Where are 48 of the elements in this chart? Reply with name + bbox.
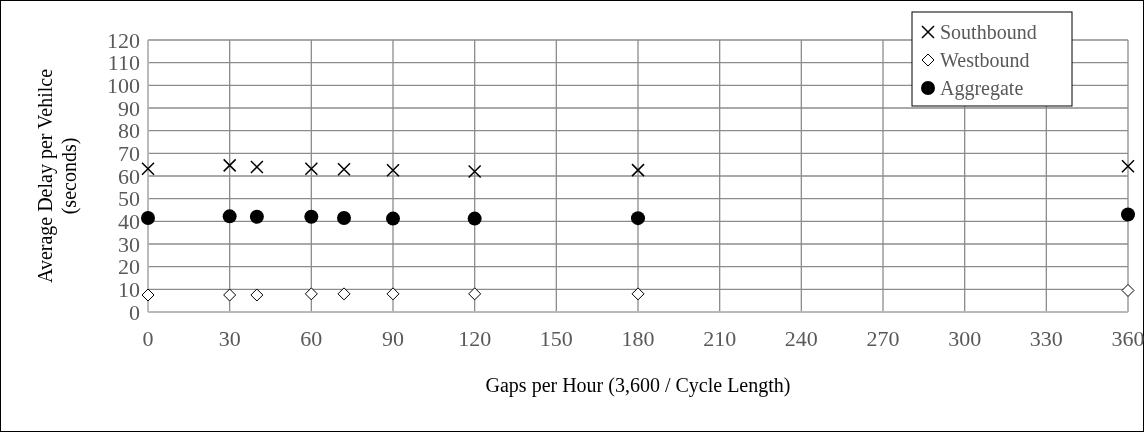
point [631, 287, 645, 301]
point [141, 210, 155, 225]
point [467, 211, 482, 226]
x-tick-label: 120 [458, 326, 492, 351]
x-tick-label: 180 [621, 326, 655, 351]
point [631, 211, 645, 226]
point [1121, 283, 1135, 297]
x-tick-label: 240 [784, 326, 818, 351]
point [1121, 207, 1135, 222]
point [304, 162, 319, 176]
x-tick-label: 30 [218, 326, 241, 351]
x-tick-label: 210 [703, 326, 737, 351]
y-tick-label: 120 [107, 27, 140, 53]
point [304, 287, 318, 301]
point [223, 288, 237, 302]
point [386, 163, 400, 178]
x-tick-label: 90 [382, 326, 404, 351]
x-tick-label: 270 [866, 326, 900, 351]
legend-label: Aggregate [940, 77, 1024, 100]
point [386, 287, 400, 301]
point [222, 158, 237, 173]
y-tick-label: 20 [118, 254, 140, 280]
y-tick-label: 110 [107, 50, 140, 76]
point [631, 163, 645, 177]
x-tick-label: 330 [1029, 326, 1063, 351]
point [337, 210, 351, 225]
x-tick-label: 150 [539, 326, 573, 351]
point [304, 209, 319, 224]
x-tick-label: 60 [300, 326, 323, 351]
point [467, 164, 482, 179]
point [141, 162, 155, 176]
point [337, 287, 351, 301]
legend-label: Southbound [940, 21, 1037, 43]
point [250, 288, 264, 302]
legend-label: Westbound [940, 49, 1030, 71]
point [468, 287, 482, 301]
point [141, 288, 155, 302]
point [337, 162, 351, 176]
x-axis-title: Gaps per Hour (3,600 / Cycle Length) [485, 374, 791, 397]
point [222, 209, 237, 224]
x-tick-label: 300 [948, 326, 982, 351]
point [249, 209, 264, 224]
point [1121, 159, 1135, 173]
y-tick-label: 80 [118, 118, 140, 144]
y-axis-title: Average Delay per Vehilce (seconds) [34, 68, 81, 284]
point [250, 160, 264, 174]
y-tick-label: 50 [118, 186, 140, 212]
point [386, 211, 400, 226]
